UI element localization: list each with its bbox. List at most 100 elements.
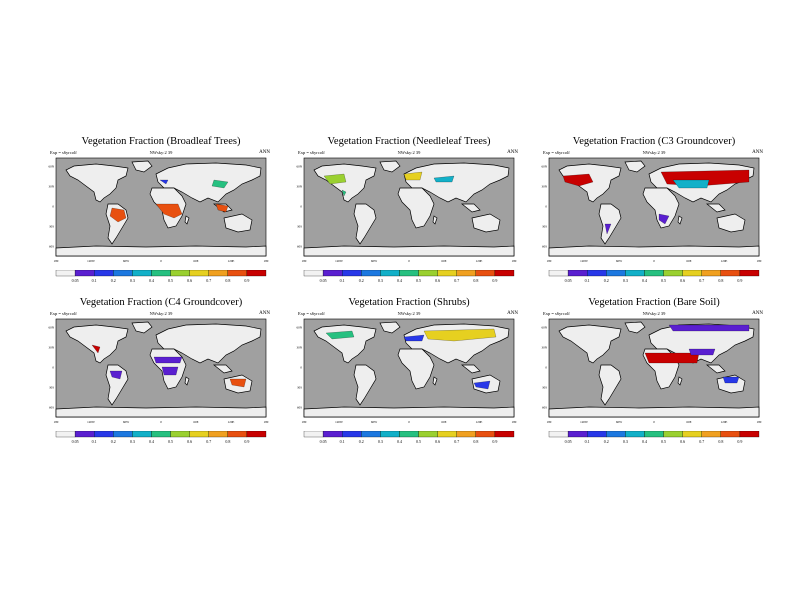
colorbar-box bbox=[380, 269, 400, 277]
vegetation-patch bbox=[562, 173, 594, 187]
vegetation-patch bbox=[473, 380, 491, 390]
colorbar-tick-label: 0.7 bbox=[699, 439, 704, 444]
colorbar-box bbox=[361, 269, 381, 277]
vegetation-patch bbox=[155, 203, 183, 219]
lat-tick-label: 0 bbox=[545, 366, 547, 370]
colorbar-box bbox=[132, 430, 152, 438]
colorbar-box bbox=[94, 430, 114, 438]
lon-tick-label: 180 bbox=[757, 420, 762, 423]
colorbar-box bbox=[663, 269, 683, 277]
colorbar-box bbox=[739, 269, 760, 277]
colorbar-tick-label: 0.2 bbox=[604, 439, 609, 444]
colorbar-box bbox=[74, 430, 95, 438]
lon-tick-label: 180 bbox=[302, 259, 307, 262]
colorbar-svg: 0.05 0.1 0.2 0.3 0.4 0.5 0.6 0.7 0.8 0.9 bbox=[303, 269, 515, 283]
lon-tick-label: 180 bbox=[547, 420, 552, 423]
continent-antarctica bbox=[55, 406, 267, 418]
lon-tick-label: 180 bbox=[512, 259, 517, 262]
colorbar-box bbox=[720, 269, 741, 277]
vegetation-patch bbox=[668, 324, 750, 332]
lon-tick-label: 120E bbox=[476, 420, 483, 423]
lat-tick-label: 30N bbox=[49, 346, 55, 350]
lat-tick-label: 60S bbox=[49, 406, 54, 410]
lon-tick-label: 0 bbox=[653, 420, 655, 423]
colorbar-tick-label: 0.3 bbox=[623, 439, 628, 444]
continent-eurasia bbox=[403, 162, 510, 203]
panel-title: Vegetation Fraction (Broadleaf Trees) bbox=[81, 136, 241, 147]
lat-tick-label: 60N bbox=[49, 165, 55, 169]
world-map: 60N 30N 0 30S 60S 180 120W 60W 0 60E 120E 180 bbox=[294, 317, 524, 424]
experiment-label: Exp = s6yrcolf bbox=[298, 311, 325, 316]
colorbar-tick-label: 0.7 bbox=[699, 278, 704, 283]
colorbar-box bbox=[399, 269, 419, 277]
continent-samerica bbox=[353, 364, 377, 406]
colorbar-box bbox=[418, 430, 438, 438]
lon-tick-label: 180 bbox=[54, 259, 59, 262]
lon-tick-label: 60E bbox=[193, 420, 198, 423]
colorbar-box bbox=[170, 269, 190, 277]
colorbar-tick-label: 0.6 bbox=[435, 439, 440, 444]
colorbar-box bbox=[74, 269, 95, 277]
colorbar-tick-label: 0.4 bbox=[642, 439, 647, 444]
continent-greenland bbox=[624, 321, 646, 334]
vegetation-patch bbox=[161, 366, 179, 376]
colorbar-box bbox=[701, 430, 721, 438]
colorbar-svg: 0.05 0.1 0.2 0.3 0.4 0.5 0.6 0.7 0.8 0.9 bbox=[548, 269, 760, 283]
lon-tick-label: 120W bbox=[335, 420, 343, 423]
continent-eurasia bbox=[648, 323, 755, 364]
colorbar-tick-label: 0.2 bbox=[111, 439, 116, 444]
colorbar-box bbox=[322, 269, 343, 277]
colorbar: 0.05 0.1 0.2 0.3 0.4 0.5 0.6 0.7 0.8 0.9 bbox=[539, 269, 769, 286]
colorbar-tick-label: 0.05 bbox=[320, 439, 327, 444]
colorbar-svg: 0.05 0.1 0.2 0.3 0.4 0.5 0.6 0.7 0.8 0.9 bbox=[55, 269, 267, 283]
experiment-label: Exp = s6yrcolf bbox=[543, 311, 570, 316]
panel-title: Vegetation Fraction (C4 Groundcover) bbox=[79, 297, 243, 308]
colorbar-box bbox=[303, 269, 324, 277]
colorbar-tick-label: 0.8 bbox=[225, 439, 230, 444]
lon-tick-label: 60E bbox=[441, 259, 446, 262]
world-map: 60N 30N 0 30S 60S 180 120W 60W 0 60E 120E 180 bbox=[539, 156, 769, 263]
colorbar-tick-label: 0.3 bbox=[623, 278, 628, 283]
lon-tick-label: 120W bbox=[580, 259, 588, 262]
lat-tick-label: 30S bbox=[542, 386, 547, 390]
map-panel-shrubs: Vegetation Fraction (Shrubs) Exp = s6yrc… bbox=[294, 297, 524, 447]
lon-tick-label: 60W bbox=[123, 420, 129, 423]
lon-tick-label: 180 bbox=[757, 259, 762, 262]
lat-tick-label: 60N bbox=[49, 326, 55, 330]
continent-africa bbox=[642, 187, 680, 229]
colorbar-box bbox=[475, 430, 496, 438]
lat-tick-label: 30S bbox=[297, 225, 302, 229]
vegetation-patch bbox=[215, 203, 229, 213]
season-label: ANN bbox=[259, 311, 270, 316]
lon-tick-label: 120E bbox=[228, 259, 235, 262]
vegetation-patch bbox=[153, 356, 183, 364]
map-frame: 60N 30N 0 30S 60S 180 120W 60W 0 60E 120E 180 bbox=[49, 157, 269, 263]
lon-tick-label: 60W bbox=[616, 420, 622, 423]
colorbar-tick-label: 0.3 bbox=[378, 278, 383, 283]
vegetation-patch bbox=[433, 175, 455, 183]
continent-namerica bbox=[313, 163, 377, 203]
continent-namerica bbox=[65, 324, 129, 364]
colorbar-tick-label: 0.4 bbox=[397, 278, 402, 283]
colorbar-box bbox=[361, 430, 381, 438]
continent-antarctica bbox=[548, 406, 760, 418]
colorbar-tick-label: 0.9 bbox=[737, 439, 742, 444]
colorbar-tick-label: 0.6 bbox=[187, 439, 192, 444]
date-label: NWsky:2 39 bbox=[642, 150, 666, 155]
lon-tick-label: 120W bbox=[87, 420, 95, 423]
colorbar-tick-label: 0.5 bbox=[168, 439, 173, 444]
lat-tick-label: 60S bbox=[542, 245, 547, 249]
colorbar-tick-label: 0.9 bbox=[244, 278, 249, 283]
colorbar-tick-label: 0.9 bbox=[492, 439, 497, 444]
continent-australia bbox=[471, 213, 501, 233]
colorbar-box bbox=[548, 269, 569, 277]
colorbar-tick-label: 0.5 bbox=[661, 278, 666, 283]
colorbar-tick-label: 0.4 bbox=[149, 278, 154, 283]
colorbar-tick-label: 0.6 bbox=[435, 278, 440, 283]
map-panel-broadleaf-trees: Vegetation Fraction (Broadleaf Trees) Ex… bbox=[46, 136, 276, 286]
colorbar-tick-label: 0.8 bbox=[473, 278, 478, 283]
lon-tick-label: 120W bbox=[87, 259, 95, 262]
continent-australia bbox=[223, 213, 253, 233]
colorbar-box bbox=[170, 430, 190, 438]
world-map: 60N 30N 0 30S 60S 180 120W 60W 0 60E 120E 180 bbox=[294, 156, 524, 263]
